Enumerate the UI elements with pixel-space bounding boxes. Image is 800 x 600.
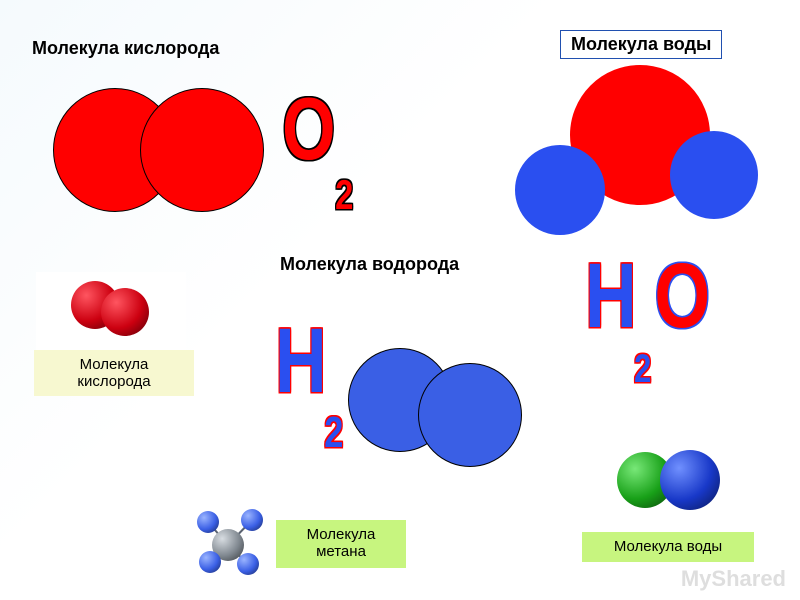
caption-oxygen: Молекулакислорода bbox=[34, 350, 194, 396]
sphere-icon bbox=[237, 553, 259, 575]
title-hydrogen-molecule: Молекула водорода bbox=[280, 254, 459, 275]
oxygen-atom-2 bbox=[140, 88, 264, 212]
hydrogen-atom-2 bbox=[418, 363, 522, 467]
title-oxygen-molecule: Молекула кислорода bbox=[32, 38, 219, 59]
sphere-icon bbox=[101, 288, 149, 336]
sphere-icon bbox=[241, 509, 263, 531]
caption-water: Молекула воды bbox=[582, 532, 754, 562]
water-hydrogen-atom-2 bbox=[670, 131, 758, 219]
formula-o2: O2 bbox=[275, 85, 353, 173]
title-water-molecule: Молекула воды bbox=[560, 30, 722, 59]
formula-h2: H2 bbox=[268, 315, 343, 407]
caption-methane: Молекуламетана bbox=[276, 520, 406, 568]
sphere-icon bbox=[197, 511, 219, 533]
sphere-icon bbox=[199, 551, 221, 573]
formula-h2o: H2O bbox=[578, 250, 714, 342]
sphere-icon bbox=[660, 450, 720, 510]
water-hydrogen-atom-1 bbox=[515, 145, 605, 235]
watermark: MyShared bbox=[681, 566, 786, 592]
